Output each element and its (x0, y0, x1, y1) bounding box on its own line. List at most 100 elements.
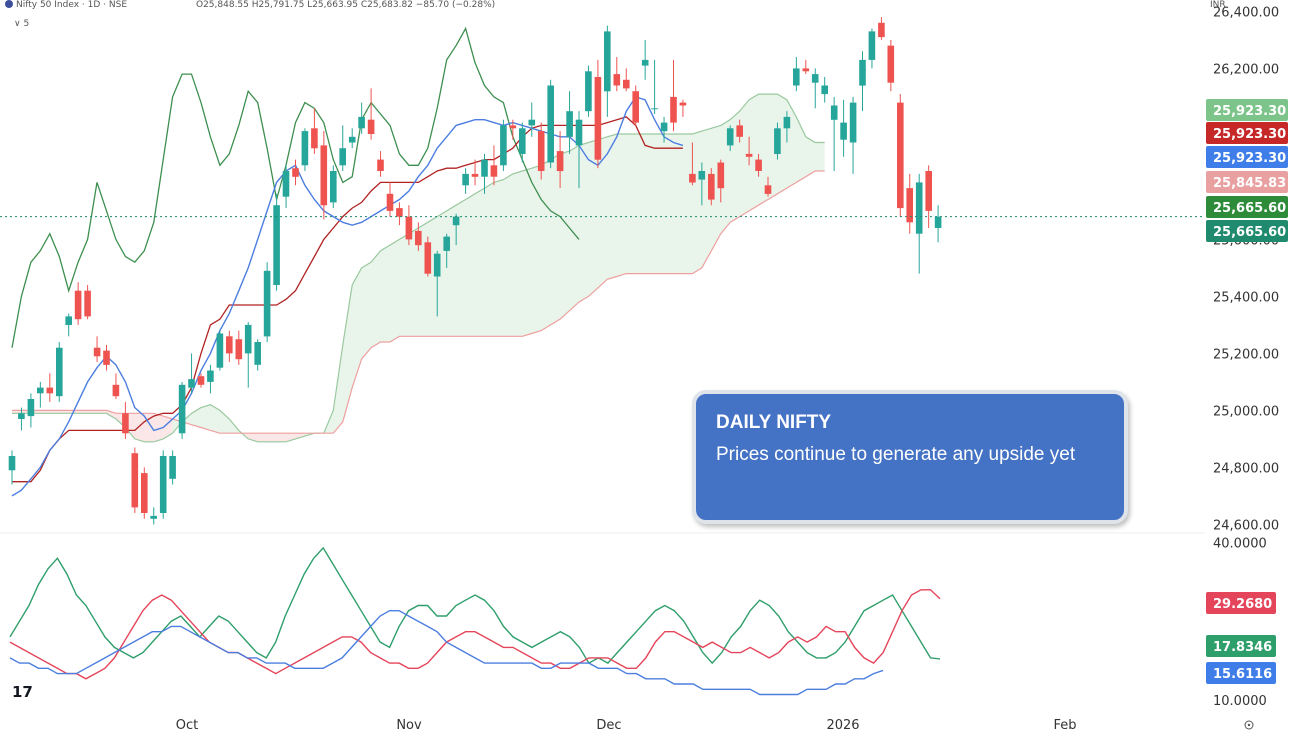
tradingview-logo[interactable]: 17 (12, 683, 33, 701)
candle-body (27, 399, 35, 417)
candle-62 (594, 59, 602, 169)
candle-88 (840, 99, 847, 157)
price-badge-bg (1206, 146, 1288, 168)
candle-body (207, 370, 214, 382)
indicator-collapse-toggle[interactable]: ∨ 5 (14, 19, 29, 29)
candle-body (641, 59, 649, 66)
price-axis[interactable]: 26,400.0026,200.0025,600.0025,400.0025,2… (1213, 5, 1279, 533)
candle-body (897, 102, 904, 209)
candle-body (490, 165, 498, 177)
candle-10 (103, 344, 110, 371)
candle-body (915, 182, 923, 234)
candle-body (547, 85, 554, 163)
candle-body (169, 456, 176, 479)
candle-95 (906, 173, 913, 234)
candle-12 (122, 401, 129, 439)
candle-body (74, 290, 82, 320)
axis-settings-icon[interactable] (1244, 720, 1254, 730)
candle-8 (84, 285, 91, 320)
candle-22 (216, 330, 224, 371)
candle-39 (377, 151, 384, 177)
candle-body (821, 85, 828, 95)
candle-9 (93, 336, 101, 362)
adx-line (9, 610, 884, 696)
candle-2 (27, 393, 35, 428)
candle-body (830, 105, 838, 120)
candle-body (292, 168, 299, 177)
cloud-segment-1 (172, 404, 239, 434)
candle-60 (575, 111, 583, 189)
candle-body (254, 342, 261, 365)
chart-header: Nifty 50 Index · 1D · NSE O25,848.55 H25… (5, 0, 1226, 29)
candle-body (339, 148, 346, 166)
candle-body (273, 205, 280, 285)
candle-body (868, 31, 876, 60)
dmi-axis[interactable]: 40.0000 10.0000 (1213, 537, 1267, 709)
candle-body (462, 173, 469, 186)
cloud-segment-3 (304, 94, 825, 437)
candle-98 (934, 205, 942, 243)
candle-body (500, 125, 507, 166)
candle-body (122, 413, 129, 434)
candle-body (8, 456, 16, 471)
candle-90 (859, 51, 866, 112)
symbol-label: Nifty 50 Index · 1D · NSE (16, 0, 127, 10)
candle-15 (150, 507, 157, 525)
candle-body (112, 384, 120, 397)
price-badge-bg (1206, 122, 1288, 144)
time-tick-label: Nov (396, 718, 422, 731)
candle-body (736, 125, 743, 137)
dmi-badge-bg (1206, 635, 1276, 657)
price-badge-label: 25,665.60 (1213, 225, 1286, 240)
candle-81 (774, 122, 781, 160)
candle-body (433, 253, 441, 277)
candle-35 (339, 125, 346, 172)
candle-97 (925, 165, 932, 229)
candle-body (226, 336, 233, 354)
candle-body (906, 188, 913, 223)
candle-84 (802, 59, 810, 75)
candle-91 (868, 28, 876, 69)
time-tick-label: 2026 (826, 718, 859, 731)
candle-33 (320, 131, 328, 220)
candle-86 (821, 76, 828, 103)
candle-body (103, 350, 110, 365)
candle-body (783, 116, 791, 129)
candle-40 (386, 182, 394, 217)
candle-38 (367, 88, 375, 140)
lagging-span-line (11, 26, 580, 348)
candle-58 (556, 131, 564, 189)
candle-body (925, 171, 932, 211)
dmi_plus-line (9, 546, 941, 665)
candle-76 (726, 125, 734, 152)
candle-46 (443, 233, 450, 268)
price-badge-label: 25,665.60 (1213, 201, 1286, 216)
candle-body (348, 136, 356, 143)
price-badge-3: 25,845.83 (1206, 171, 1288, 193)
candle-67 (641, 39, 649, 80)
candle-59 (566, 91, 573, 154)
candle-body (93, 347, 101, 357)
candle-41 (396, 202, 403, 226)
candle-body (150, 515, 157, 519)
candlestick-series[interactable] (8, 17, 942, 525)
dmi-badge-bg (1206, 592, 1276, 614)
cloud-segment-2 (238, 430, 305, 442)
candle-0 (8, 450, 16, 485)
candle-6 (65, 313, 72, 337)
candle-body (934, 216, 942, 228)
dmi-badge-0: 29.2680 (1206, 592, 1276, 614)
candle-68 (651, 59, 658, 115)
price-badge-bg (1206, 171, 1288, 193)
price-badge-label: 25,923.30 (1213, 127, 1286, 142)
candle-34 (330, 165, 337, 209)
candle-80 (764, 176, 772, 197)
time-axis[interactable]: Oct Nov Dec 2026 Feb (176, 718, 1077, 731)
candle-71 (679, 99, 687, 117)
annotation-callout[interactable]: DAILY NIFTY Prices continue to generate … (692, 390, 1128, 524)
candle-body (263, 270, 271, 337)
candle-36 (348, 128, 356, 149)
candle-body (131, 453, 139, 508)
dmi-badges: 29.2680 17.8346 15.6116 (1206, 592, 1276, 684)
